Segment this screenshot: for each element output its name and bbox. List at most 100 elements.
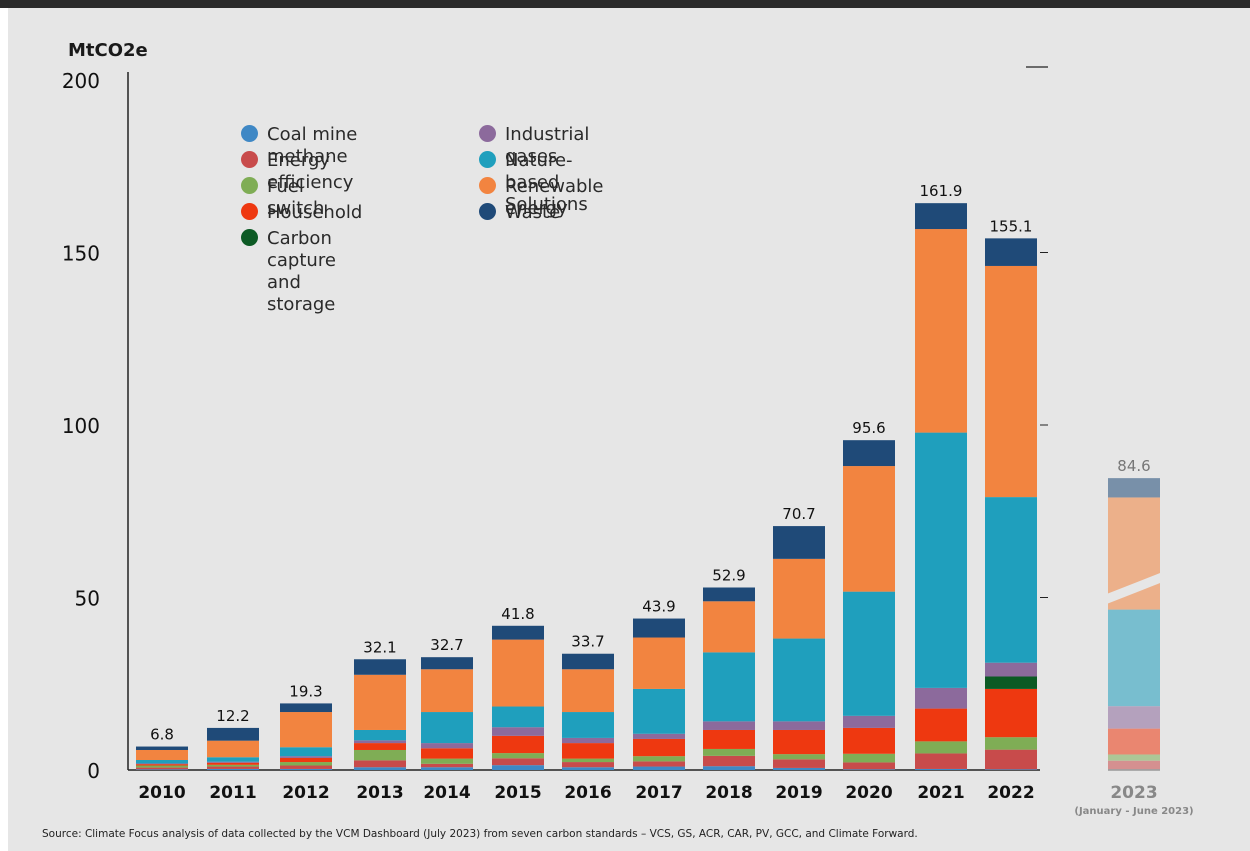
legend-swatch xyxy=(241,151,258,168)
x-tick-label: 2020 xyxy=(845,783,892,803)
bar-segment xyxy=(354,749,406,761)
bar-segment xyxy=(562,737,614,744)
bar-segment xyxy=(136,759,188,764)
x-tick-label: 2022 xyxy=(987,783,1034,803)
legend-item: Fuel switch xyxy=(241,176,324,220)
bar-2017 xyxy=(633,618,685,770)
y-tick-label: 150 xyxy=(62,242,100,266)
bar-segment xyxy=(633,761,685,767)
legend-label: Industrial gases xyxy=(505,124,590,167)
bar-segment xyxy=(354,729,406,741)
bar-segment xyxy=(703,748,755,756)
bar-2011 xyxy=(207,727,259,770)
axis-break-mark xyxy=(1106,572,1162,605)
bar-segment xyxy=(703,721,755,730)
bar-2012 xyxy=(280,703,332,770)
bar-segment xyxy=(492,625,544,640)
data-label-total: 70.7 xyxy=(782,505,815,523)
legend-swatch xyxy=(479,125,496,142)
bar-segment xyxy=(915,229,967,433)
bar-segment xyxy=(915,432,967,688)
bar-segment xyxy=(562,743,614,759)
bar-segment xyxy=(985,749,1037,770)
legend-swatch xyxy=(241,125,258,142)
bar-2020 xyxy=(843,440,895,770)
legend-label: Waste xyxy=(505,202,561,223)
bar-segment xyxy=(703,587,755,602)
bar-2015 xyxy=(492,625,544,770)
bar-segment xyxy=(207,761,259,763)
legend-label: Carbon capture and storage xyxy=(267,228,336,315)
bar-segment xyxy=(703,601,755,653)
data-label-total: 32.7 xyxy=(430,636,463,654)
data-label-total: 95.6 xyxy=(852,419,885,437)
bar-segment xyxy=(354,674,406,730)
x-tick-label: 2016 xyxy=(564,783,611,803)
y-tick-label: 50 xyxy=(75,587,100,611)
bar-2014 xyxy=(421,657,473,770)
bar-segment xyxy=(280,747,332,757)
bar-segment xyxy=(633,688,685,734)
legend-label: Household xyxy=(267,202,363,223)
x-tick-label: 2013 xyxy=(356,783,403,803)
bar-segment xyxy=(1108,706,1160,729)
x-tick-label: 2018 xyxy=(705,783,752,803)
legend-swatch xyxy=(479,151,496,168)
data-label-total: 6.8 xyxy=(150,726,174,744)
data-label-total: 52.9 xyxy=(712,566,745,584)
bar-segment xyxy=(773,754,825,760)
bar-segment xyxy=(1108,754,1160,761)
data-label-total: 33.7 xyxy=(571,633,604,651)
bar-segment xyxy=(492,753,544,759)
bar-segment xyxy=(773,526,825,559)
bar-segment xyxy=(843,466,895,592)
legend-label: Coal mine methane xyxy=(267,124,358,167)
bar-segment xyxy=(492,758,544,766)
x-tick-note: (January - June 2023) xyxy=(1074,806,1193,817)
data-label-total: 12.2 xyxy=(216,707,249,725)
x-tick-label: 2019 xyxy=(775,783,822,803)
bar-segment xyxy=(703,652,755,722)
x-tick-label: 2014 xyxy=(423,783,470,803)
bar-2013 xyxy=(354,659,406,770)
data-label-total: 161.9 xyxy=(920,182,963,200)
bar-segment xyxy=(633,756,685,762)
bar-segment xyxy=(773,558,825,639)
x-tick-label: 2011 xyxy=(209,783,256,803)
bar-segment xyxy=(985,265,1037,498)
bar-segment xyxy=(915,203,967,230)
bar-segment xyxy=(207,740,259,758)
bar-segment xyxy=(843,769,895,770)
bar-segment xyxy=(562,758,614,763)
bar-segment xyxy=(421,748,473,759)
bar-segment xyxy=(843,440,895,467)
bar-segment xyxy=(280,756,332,758)
bar-segment xyxy=(985,662,1037,677)
bar-segment xyxy=(207,766,259,769)
bar-segment xyxy=(562,767,614,770)
legend-swatch xyxy=(241,229,258,246)
bar-segment xyxy=(492,735,544,754)
bar-segment xyxy=(136,746,188,750)
bar-segment xyxy=(421,767,473,770)
bar-segment xyxy=(280,757,332,763)
bar-segment xyxy=(703,755,755,767)
bar-segment xyxy=(421,657,473,670)
bar-segment xyxy=(915,687,967,709)
bar-segment xyxy=(985,497,1037,663)
legend-item: Nature-based Solutions xyxy=(479,150,588,216)
data-label-total: 155.1 xyxy=(990,217,1033,235)
bar-segment xyxy=(985,238,1037,266)
bar-segment xyxy=(773,729,825,755)
bar-segment xyxy=(136,765,188,768)
legend-label: Energy efficiency xyxy=(267,150,354,193)
bar-segment xyxy=(207,727,259,741)
bar-2021 xyxy=(915,203,967,770)
legend-label: Fuel switch xyxy=(267,176,325,219)
data-label-total: 43.9 xyxy=(642,598,675,616)
bar-segment xyxy=(703,766,755,770)
x-tick-label: 2017 xyxy=(635,783,682,803)
source-note: Source: Climate Focus analysis of data c… xyxy=(42,828,918,840)
y-axis-unit-label: MtCO2e xyxy=(68,40,148,61)
bar-segment xyxy=(985,676,1037,689)
